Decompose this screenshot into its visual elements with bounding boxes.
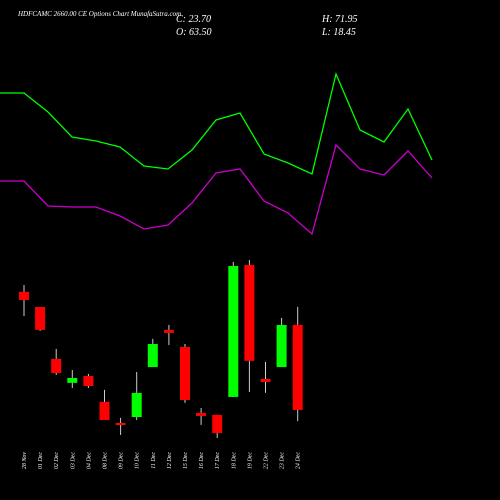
x-tick-label: 04 Dec [85,452,92,469]
x-tick-label: 10 Dec [135,452,141,469]
x-tick-label: 11 Dec [151,452,157,469]
candle-body [35,307,46,330]
candle-body [196,412,207,416]
x-tick-label: 01 Dec [38,452,44,469]
candle-body [212,414,223,434]
x-tick-label: 18 Dec [231,452,237,469]
candle-body [19,291,29,300]
x-tick-label: 03 Dec [70,452,76,469]
candle-body [244,264,255,361]
x-tick-label: 09 Dec [119,452,125,469]
candle-body [99,401,110,421]
x-tick-label: 12 Dec [167,452,173,469]
close-label: C: 23.70 [176,14,211,25]
high-label: H: 71.95 [321,14,358,25]
candle-body [180,346,190,400]
chart-title: HDFCAMC 2660.00 CE Options Chart MunafaS… [17,10,181,18]
x-tick-label: 02 Dec [54,452,60,469]
candle-body [67,377,78,383]
x-tick-label: 22 Dec [264,452,270,469]
candle-body [163,329,174,333]
open-label: O: 63.50 [176,27,212,38]
x-tick-label: 15 Dec [183,452,189,469]
indicator-line [0,143,433,236]
candle-body [147,343,158,368]
x-tick-label: 16 Dec [199,452,205,469]
x-tick-label: 23 Dec [280,452,286,469]
candle-body [276,324,287,368]
x-tick-label: 17 Dec [215,452,221,469]
candle-body [83,376,94,387]
candle-body [260,379,271,382]
low-label: L: 18.45 [321,27,356,38]
x-tick-label: 19 Dec [247,452,253,469]
indicator-line [0,71,433,175]
candle-body [228,266,239,397]
candle-body [131,392,142,418]
x-tick-label: 24 Dec [295,452,302,469]
x-tick-label: 28 Nov [22,452,28,470]
candle-body [51,358,62,374]
x-tick-label: 08 Dec [103,452,109,469]
candle-body [292,324,303,410]
candle-body [115,423,126,426]
